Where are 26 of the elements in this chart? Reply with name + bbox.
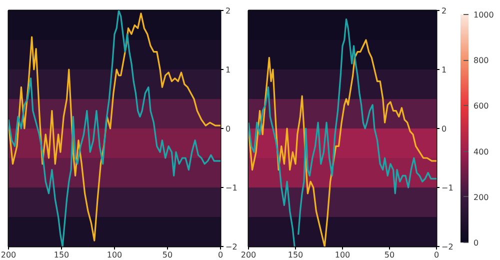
- color-bar-label: 1000: [474, 10, 494, 20]
- color-bar-label: 600: [474, 102, 489, 111]
- color-bar-label: 400: [474, 147, 489, 156]
- color-bar-label: 800: [474, 56, 489, 66]
- x-tick-label: 100: [334, 250, 350, 260]
- x-tick-label: 50: [384, 250, 395, 260]
- color-bar-label: 200: [474, 192, 489, 202]
- x-tick-label: 0: [434, 250, 440, 260]
- y-tick-label: 1: [442, 66, 447, 74]
- y-tick-label: 1: [226, 66, 231, 74]
- x-tick-label: 200: [0, 250, 16, 260]
- y-tick-label: −2: [442, 242, 454, 252]
- x-tick-label: 0: [218, 250, 224, 260]
- x-tick-label: 50: [162, 250, 173, 260]
- y-tick-label: −2: [226, 242, 238, 252]
- y-tick-label: 0: [226, 124, 231, 134]
- y-tick-label: 2: [442, 6, 447, 16]
- y-tick-label: −1: [226, 184, 238, 192]
- y-tick-label: 0: [442, 124, 447, 134]
- y-tick-label: 2: [226, 6, 231, 16]
- x-tick-label: 200: [240, 250, 256, 260]
- y-tick-label: −1: [442, 184, 454, 192]
- x-tick-label: 150: [288, 250, 304, 260]
- x-tick-label: 150: [54, 250, 70, 260]
- x-tick-label: 100: [106, 250, 122, 260]
- color-bar-label: 0: [474, 238, 479, 248]
